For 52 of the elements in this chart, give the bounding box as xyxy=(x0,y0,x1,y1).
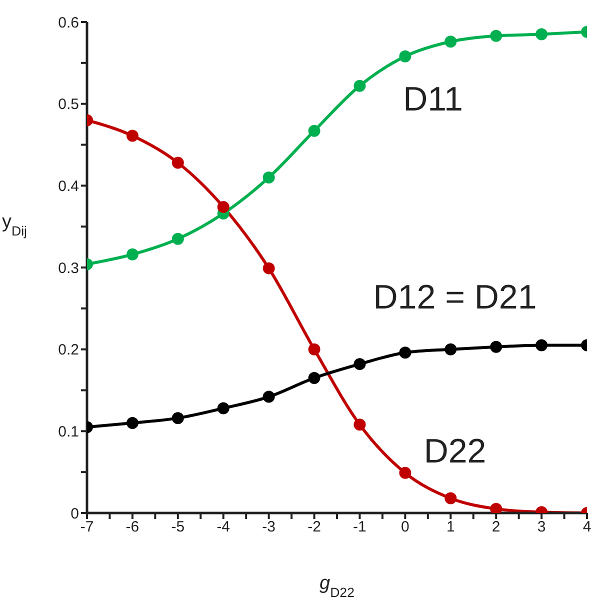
x-tick-label: 1 xyxy=(446,518,455,536)
x-tick-label: -4 xyxy=(216,518,230,536)
y-tick-label: 0.5 xyxy=(58,96,79,114)
x-tick-label: 2 xyxy=(492,518,500,536)
y-axis-title: y$_{Dij}$ xyxy=(2,212,28,238)
point xyxy=(536,28,548,40)
point xyxy=(308,124,320,137)
x-axis-title: g$_{D22}$ xyxy=(320,573,354,600)
point xyxy=(172,232,184,245)
point xyxy=(490,340,502,353)
point xyxy=(444,343,457,356)
y-tick-label: 0.6 xyxy=(58,14,79,32)
point xyxy=(308,343,320,356)
point xyxy=(399,346,412,359)
point xyxy=(354,418,366,431)
x-tick-label: -5 xyxy=(171,518,185,536)
point xyxy=(399,466,412,479)
point xyxy=(126,130,138,142)
point xyxy=(354,80,366,92)
point xyxy=(354,358,366,370)
x-tick-label: 3 xyxy=(537,518,546,536)
point xyxy=(262,171,275,184)
point xyxy=(490,502,502,513)
x-tick-label: -1 xyxy=(353,518,366,536)
point xyxy=(126,248,138,260)
series-label: D11 xyxy=(403,80,463,120)
point xyxy=(536,339,548,352)
point xyxy=(262,262,275,274)
y-tick-label: 0.1 xyxy=(58,423,79,440)
point xyxy=(172,412,184,424)
point xyxy=(172,156,184,169)
series-label: D22 xyxy=(424,432,486,472)
point xyxy=(126,416,138,429)
point xyxy=(217,402,230,414)
point xyxy=(490,30,502,42)
y-tick-label: 0.2 xyxy=(58,342,79,359)
point xyxy=(444,36,457,48)
y-tick-label: 0.4 xyxy=(58,178,79,195)
y-tick-label: 0 xyxy=(70,505,79,522)
point xyxy=(444,492,457,504)
x-tick-label: -3 xyxy=(262,518,276,536)
x-tick-label: -6 xyxy=(126,518,140,536)
point xyxy=(399,50,412,62)
point xyxy=(262,390,275,403)
y-tick-label: 0.3 xyxy=(58,260,79,277)
x-tick-label: -2 xyxy=(308,518,321,536)
x-tick-label: 4 xyxy=(582,518,592,536)
series-label: D12 = D21 xyxy=(373,278,537,318)
x-tick-label: 0 xyxy=(401,518,410,536)
point xyxy=(308,372,320,384)
point xyxy=(217,200,230,213)
x-tick-label: -7 xyxy=(80,518,94,536)
